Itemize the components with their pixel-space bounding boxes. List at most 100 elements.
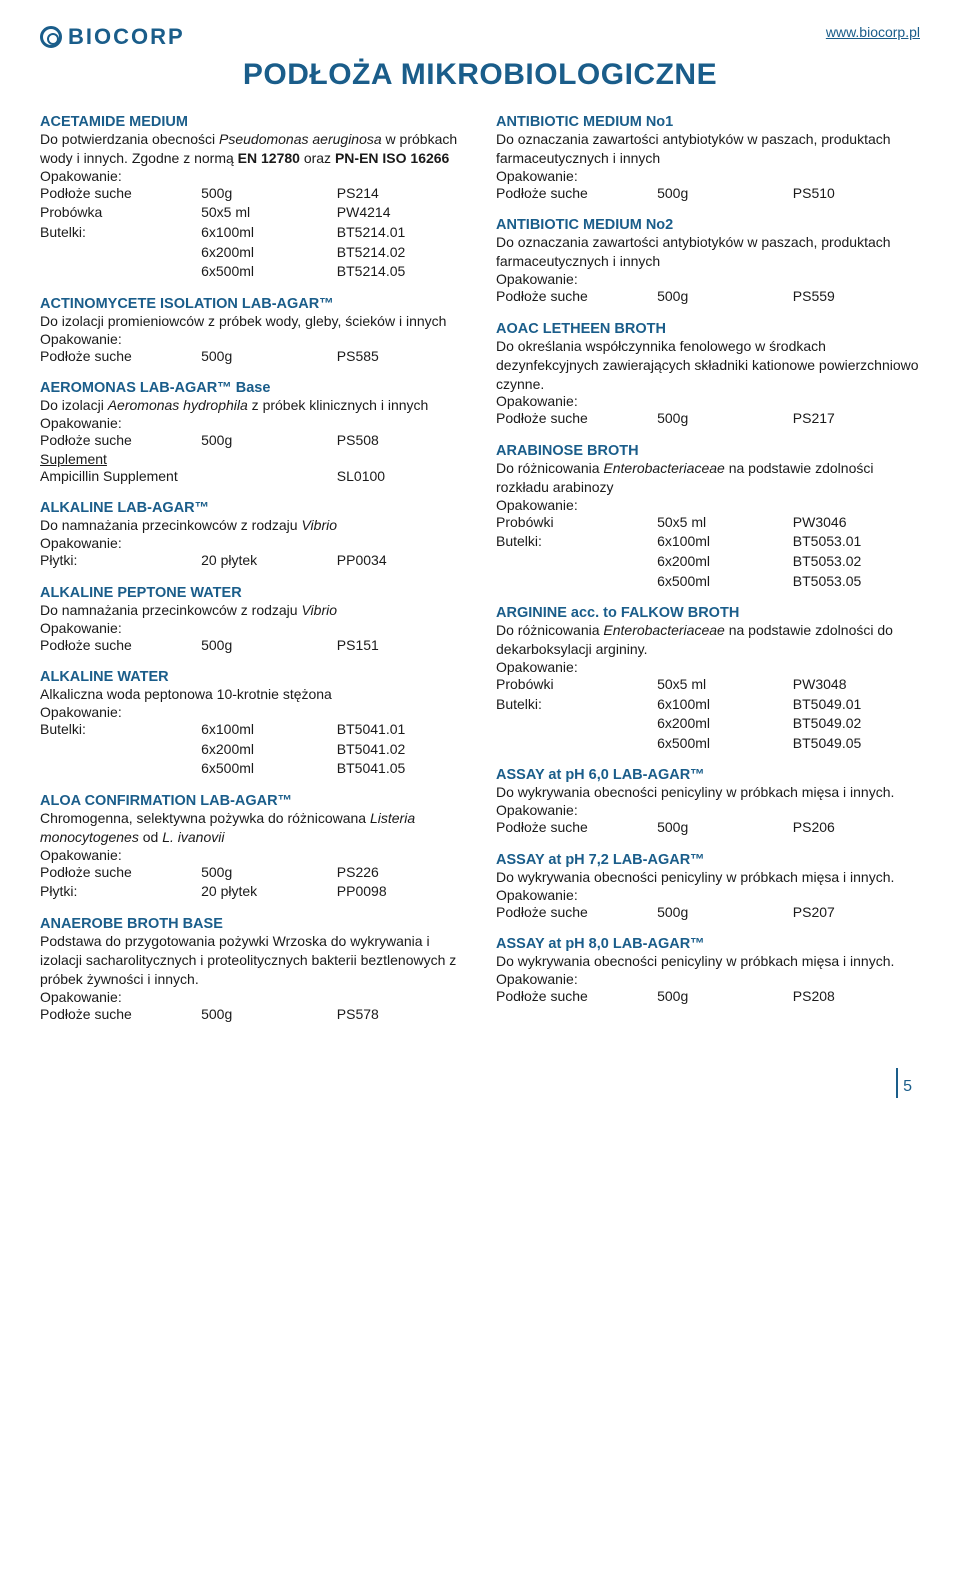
packaging-row: Podłoże suche500gPS217 xyxy=(496,409,920,429)
packaging-label: Opakowanie: xyxy=(496,971,920,987)
packaging-cell: 500g xyxy=(201,1005,337,1025)
supplement-rows: Ampicillin Supplement SL0100 xyxy=(40,467,464,487)
product-title: ASSAY at pH 6,0 LAB-AGAR™ xyxy=(496,767,920,783)
packaging-cell: PW3048 xyxy=(793,675,920,695)
product-title: ARABINOSE BROTH xyxy=(496,443,920,459)
packaging-row: Podłoże suche500gPS510 xyxy=(496,184,920,204)
product-description: Do potwierdzania obecności Pseudomonas a… xyxy=(40,130,464,168)
packaging-row: Probówki50x5 mlPW3046 xyxy=(496,513,920,533)
site-url[interactable]: www.biocorp.pl xyxy=(826,24,920,40)
packaging-cell: 6x200ml xyxy=(657,714,793,734)
packaging-rows: Podłoże suche500gPS217 xyxy=(496,409,920,429)
packaging-cell: Podłoże suche xyxy=(496,903,657,923)
packaging-label: Opakowanie: xyxy=(496,887,920,903)
packaging-rows: Podłoże suche500gPS585 xyxy=(40,347,464,367)
packaging-row: Butelki:6x100mlBT5053.01 xyxy=(496,532,920,552)
packaging-cell xyxy=(496,572,657,592)
packaging-row: Podłoże suche500gPS206 xyxy=(496,818,920,838)
packaging-cell: 6x200ml xyxy=(657,552,793,572)
packaging-cell: PS559 xyxy=(793,287,920,307)
product-entry: ANTIBIOTIC MEDIUM No2Do oznaczania zawar… xyxy=(496,217,920,306)
packaging-cell: BT5214.02 xyxy=(337,243,464,263)
packaging-cell: Podłoże suche xyxy=(40,184,201,204)
packaging-rows: Podłoże suche500gPS151 xyxy=(40,636,464,656)
packaging-rows: Podłoże suche500gPS206 xyxy=(496,818,920,838)
product-description: Do różnicowania Enterobacteriaceae na po… xyxy=(496,621,920,659)
packaging-cell: 6x100ml xyxy=(201,720,337,740)
packaging-cell: 500g xyxy=(657,818,793,838)
packaging-cell xyxy=(496,552,657,572)
packaging-cell: BT5049.01 xyxy=(793,695,920,715)
packaging-cell: BT5041.05 xyxy=(337,759,464,779)
product-entry: AOAC LETHEEN BROTHDo określania współczy… xyxy=(496,321,920,429)
supplement-row: Ampicillin Supplement SL0100 xyxy=(40,467,464,487)
supplement-cell: Ampicillin Supplement xyxy=(40,467,201,487)
packaging-cell xyxy=(40,759,201,779)
logo-text: BIOCORP xyxy=(68,24,185,50)
packaging-cell: PS206 xyxy=(793,818,920,838)
packaging-cell: 500g xyxy=(657,987,793,1007)
packaging-cell: BT5049.02 xyxy=(793,714,920,734)
product-title: ALKALINE WATER xyxy=(40,669,464,685)
packaging-cell: BT5214.01 xyxy=(337,223,464,243)
product-description: Do namnażania przecinkowców z rodzaju Vi… xyxy=(40,516,464,535)
packaging-rows: Probówki50x5 mlPW3046Butelki:6x100mlBT50… xyxy=(496,513,920,591)
product-entry: ACTINOMYCETE ISOLATION LAB-AGAR™Do izola… xyxy=(40,296,464,366)
column-left: ACETAMIDE MEDIUMDo potwierdzania obecnoś… xyxy=(40,114,464,1038)
product-description: Do określania współczynnika fenolowego w… xyxy=(496,337,920,394)
supplement-label: Suplement xyxy=(40,451,464,467)
product-title: ALKALINE PEPTONE WATER xyxy=(40,585,464,601)
packaging-rows: Podłoże suche500gPS208 xyxy=(496,987,920,1007)
packaging-label: Opakowanie: xyxy=(496,271,920,287)
packaging-cell: Butelki: xyxy=(496,695,657,715)
product-description: Alkaliczna woda peptonowa 10-krotnie stę… xyxy=(40,685,464,704)
page-number: 5 xyxy=(40,1078,920,1096)
product-description: Do różnicowania Enterobacteriaceae na po… xyxy=(496,459,920,497)
packaging-cell: BT5049.05 xyxy=(793,734,920,754)
packaging-cell: PS578 xyxy=(337,1005,464,1025)
product-entry: ASSAY at pH 8,0 LAB-AGAR™Do wykrywania o… xyxy=(496,936,920,1006)
packaging-cell: PS226 xyxy=(337,863,464,883)
packaging-label: Opakowanie: xyxy=(496,659,920,675)
packaging-cell: 50x5 ml xyxy=(657,513,793,533)
packaging-cell: BT5053.05 xyxy=(793,572,920,592)
packaging-cell: BT5041.02 xyxy=(337,740,464,760)
packaging-cell: Podłoże suche xyxy=(496,287,657,307)
packaging-rows: Podłoże suche500gPS214Probówka50x5 mlPW4… xyxy=(40,184,464,282)
packaging-row: 6x200mlBT5214.02 xyxy=(40,243,464,263)
packaging-row: Probówki50x5 mlPW3048 xyxy=(496,675,920,695)
packaging-row: Płytki:20 płytekPP0098 xyxy=(40,882,464,902)
packaging-cell: Butelki: xyxy=(40,223,201,243)
packaging-cell: Podłoże suche xyxy=(496,987,657,1007)
product-entry: AEROMONAS LAB-AGAR™ BaseDo izolacji Aero… xyxy=(40,380,464,486)
product-title: ALKALINE LAB-AGAR™ xyxy=(40,500,464,516)
packaging-label: Opakowanie: xyxy=(496,393,920,409)
product-entry: ALKALINE LAB-AGAR™Do namnażania przecink… xyxy=(40,500,464,570)
product-title: ACETAMIDE MEDIUM xyxy=(40,114,464,130)
packaging-rows: Podłoże suche500gPS207 xyxy=(496,903,920,923)
packaging-cell: PW3046 xyxy=(793,513,920,533)
packaging-row: 6x500mlBT5049.05 xyxy=(496,734,920,754)
packaging-rows: Podłoże suche500gPS510 xyxy=(496,184,920,204)
product-entry: ALOA CONFIRMATION LAB-AGAR™Chromogenna, … xyxy=(40,793,464,902)
packaging-row: Płytki:20 płytekPP0034 xyxy=(40,551,464,571)
product-description: Do wykrywania obecności penicyliny w pró… xyxy=(496,783,920,802)
packaging-row: 6x500mlBT5053.05 xyxy=(496,572,920,592)
packaging-cell: Podłoże suche xyxy=(40,431,201,451)
packaging-row: Butelki:6x100mlBT5049.01 xyxy=(496,695,920,715)
packaging-cell: Butelki: xyxy=(496,532,657,552)
product-entry: ALKALINE PEPTONE WATERDo namnażania prze… xyxy=(40,585,464,655)
packaging-cell: 6x200ml xyxy=(201,740,337,760)
packaging-cell: 20 płytek xyxy=(201,551,337,571)
packaging-cell: PS585 xyxy=(337,347,464,367)
packaging-cell: PS510 xyxy=(793,184,920,204)
packaging-cell: PS214 xyxy=(337,184,464,204)
packaging-label: Opakowanie: xyxy=(40,535,464,551)
packaging-cell: PS217 xyxy=(793,409,920,429)
product-title: AEROMONAS LAB-AGAR™ Base xyxy=(40,380,464,396)
packaging-cell: PS151 xyxy=(337,636,464,656)
supplement-cell: SL0100 xyxy=(337,467,464,487)
packaging-cell: 6x100ml xyxy=(657,695,793,715)
packaging-cell: Probówka xyxy=(40,203,201,223)
packaging-cell: Podłoże suche xyxy=(496,409,657,429)
